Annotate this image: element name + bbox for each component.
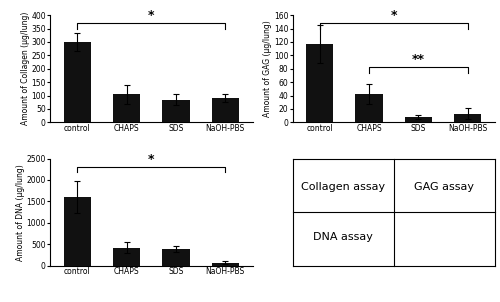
Bar xyxy=(113,94,140,122)
Text: *: * xyxy=(390,9,397,22)
Bar xyxy=(306,44,333,122)
Text: Collagen assay: Collagen assay xyxy=(301,182,385,192)
Bar xyxy=(113,248,140,266)
Bar xyxy=(356,94,382,122)
Y-axis label: Amount of DNA (µg/lung): Amount of DNA (µg/lung) xyxy=(16,164,25,261)
Bar xyxy=(162,249,190,266)
Text: DNA assay: DNA assay xyxy=(313,232,373,242)
Text: *: * xyxy=(148,153,154,166)
Text: **: ** xyxy=(412,53,425,66)
Bar xyxy=(405,117,432,122)
Y-axis label: Amount of Collagen (µg/lung): Amount of Collagen (µg/lung) xyxy=(21,12,30,125)
Bar xyxy=(64,197,90,266)
Bar xyxy=(212,98,239,122)
Bar xyxy=(162,100,190,122)
Y-axis label: Amount of GAG (µg/lung): Amount of GAG (µg/lung) xyxy=(264,20,272,117)
Bar xyxy=(212,262,239,266)
Text: GAG assay: GAG assay xyxy=(414,182,474,192)
Bar xyxy=(454,114,481,122)
Bar xyxy=(64,42,90,122)
Text: *: * xyxy=(148,9,154,22)
